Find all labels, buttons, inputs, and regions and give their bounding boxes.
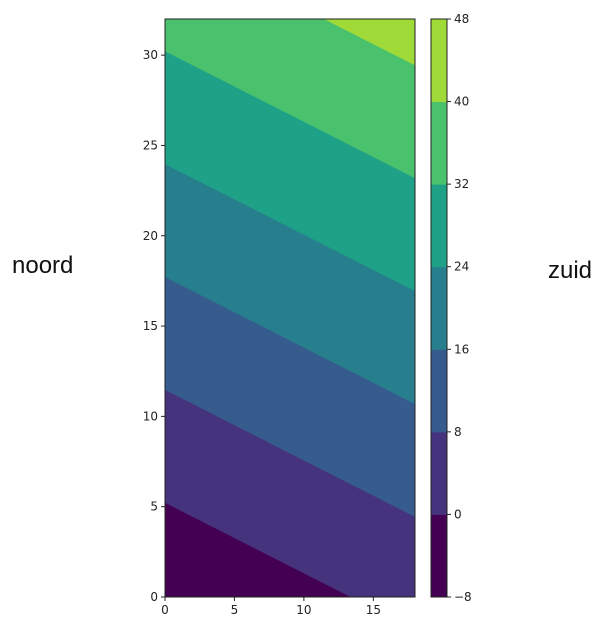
colorbar-tick-label: 16 [454,342,469,356]
y-tick-label: 20 [143,229,158,243]
colorbar-tick-label: 8 [454,425,462,439]
colorbar-tick-label: 48 [454,12,469,26]
y-tick-label: 25 [143,138,158,152]
y-tick-label: 0 [150,590,158,604]
colorbar-tick-label: 40 [454,95,469,109]
x-tick-label: 0 [161,603,169,617]
x-tick-label: 10 [296,603,311,617]
colorbar-frame [430,18,448,598]
colorbar-tick-label: 32 [454,177,469,191]
colorbar-segment-4 [431,184,447,268]
y-tick-label: 5 [150,500,158,514]
colorbar-tick-label: 0 [454,507,462,521]
x-axis: 0 5 10 15 [161,597,381,617]
y-tick-label: 15 [143,319,158,333]
label-noord: noord [12,252,74,279]
colorbar-segment-1 [431,431,447,515]
y-axis: 0 5 10 15 20 25 30 [143,48,165,604]
colorbar: 48 40 32 24 16 8 0 −8 [430,12,472,604]
colorbar-segment-0 [431,514,447,598]
colorbar-tick-label: 24 [454,260,469,274]
colorbar-tick-label: −8 [454,590,472,604]
x-tick-label: 5 [231,603,239,617]
colorbar-segment-6 [431,19,447,103]
plot-frame [164,18,416,598]
y-tick-label: 10 [143,409,158,423]
colorbar-segment-2 [431,349,447,433]
colorbar-segment-3 [431,266,447,350]
x-tick-label: 15 [366,603,381,617]
contour-fills [164,18,416,598]
label-zuid: zuid [548,257,593,284]
y-tick-label: 30 [143,48,158,62]
colorbar-segment-5 [431,101,447,185]
